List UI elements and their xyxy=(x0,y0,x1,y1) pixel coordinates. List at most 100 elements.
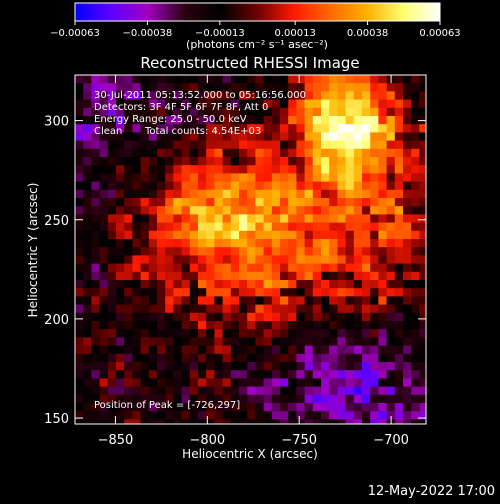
heatmap-cell xyxy=(345,247,355,256)
heatmap-cell xyxy=(419,83,426,92)
heatmap-cell xyxy=(345,370,355,379)
heatmap-cell xyxy=(304,247,314,256)
heatmap-cell xyxy=(419,394,426,404)
heatmap-cell xyxy=(189,411,199,420)
heatmap-cell xyxy=(230,230,240,240)
heatmap-cell xyxy=(337,411,347,420)
heatmap-cell xyxy=(148,345,158,355)
heatmap-cell xyxy=(132,337,142,347)
heatmap-cell xyxy=(345,255,355,265)
heatmap-cell xyxy=(411,386,420,396)
heatmap-cell xyxy=(132,116,142,125)
heatmap-cell xyxy=(206,329,215,338)
heatmap-cell xyxy=(214,403,224,412)
heatmap-cell xyxy=(99,345,109,355)
heatmap-cell xyxy=(173,378,183,388)
heatmap-cell xyxy=(239,296,248,306)
heatmap-cell xyxy=(378,222,388,232)
heatmap-cell xyxy=(394,337,404,347)
heatmap-cell xyxy=(107,411,117,420)
heatmap-cell xyxy=(370,198,379,207)
heatmap-cell xyxy=(288,403,297,412)
heatmap-cell xyxy=(198,296,207,306)
heatmap-cell xyxy=(75,107,84,117)
heatmap-cell xyxy=(91,321,101,330)
heatmap-cell xyxy=(321,91,330,101)
heatmap-cell xyxy=(288,362,297,371)
plot-frame xyxy=(74,74,427,425)
heatmap-cell xyxy=(116,173,125,183)
heatmap-cell xyxy=(157,419,166,424)
heatmap-cell xyxy=(353,181,363,191)
heatmap-cell xyxy=(312,345,322,355)
heatmap-cell xyxy=(173,370,183,379)
heatmap-cell xyxy=(362,173,371,183)
colorbar-tick-label: −0.00038 xyxy=(123,28,173,39)
heatmap-cell xyxy=(403,304,412,314)
heatmap-cell xyxy=(271,124,281,133)
heatmap-cell xyxy=(312,75,322,84)
heatmap-cell xyxy=(173,288,183,297)
heatmap-cell xyxy=(140,271,150,281)
heatmap-cell xyxy=(181,239,191,248)
heatmap-cell xyxy=(353,378,363,388)
heatmap-cell xyxy=(386,378,396,388)
heatmap-cell xyxy=(140,75,150,84)
heatmap-cell xyxy=(83,173,92,183)
heatmap-cell xyxy=(362,189,371,199)
heatmap-cell xyxy=(99,198,109,207)
heatmap-cell xyxy=(345,189,355,199)
heatmap-cell xyxy=(222,403,232,412)
heatmap-cell xyxy=(271,173,281,183)
heatmap-cell xyxy=(132,280,142,289)
heatmap-cell xyxy=(107,345,117,355)
heatmap-cell xyxy=(124,116,133,125)
heatmap-cell xyxy=(255,403,265,412)
heatmap-cell xyxy=(321,99,330,109)
heatmap-cell xyxy=(304,280,314,289)
heatmap-cell xyxy=(107,75,117,84)
heatmap-cell xyxy=(124,280,133,289)
heatmap-cell xyxy=(189,116,199,125)
heatmap-cell xyxy=(280,189,289,199)
heatmap-cell xyxy=(304,239,314,248)
heatmap-cell xyxy=(157,403,166,412)
heatmap-cell xyxy=(411,99,420,109)
heatmap-cell xyxy=(321,206,330,215)
heatmap-cell xyxy=(206,222,215,232)
heatmap-cell xyxy=(403,198,412,207)
heatmap-cell xyxy=(288,239,297,248)
heatmap-cell xyxy=(140,337,150,347)
heatmap-cell xyxy=(157,206,166,215)
heatmap-cell xyxy=(214,353,224,363)
heatmap-cell xyxy=(362,288,371,297)
heatmap-cell xyxy=(304,157,314,166)
heatmap-cell xyxy=(165,75,174,84)
heatmap-cell xyxy=(230,312,240,322)
heatmap-cell xyxy=(353,140,363,150)
heatmap-cell xyxy=(370,280,379,289)
heatmap-cell xyxy=(116,247,125,256)
heatmap-cell xyxy=(296,116,306,125)
heatmap-cell xyxy=(329,181,338,191)
heatmap-cell xyxy=(419,247,426,256)
heatmap-cell xyxy=(263,312,273,322)
heatmap-cell xyxy=(247,91,256,101)
heatmap-cell xyxy=(132,157,142,166)
heatmap-cell xyxy=(116,394,125,404)
heatmap-cell xyxy=(181,247,191,256)
heatmap-image xyxy=(75,75,426,424)
heatmap-cell xyxy=(239,288,248,297)
heatmap-cell xyxy=(157,378,166,388)
heatmap-cell xyxy=(91,288,101,297)
heatmap-cell xyxy=(214,230,224,240)
heatmap-cell xyxy=(132,239,142,248)
heatmap-cell xyxy=(345,411,355,420)
heatmap-cell xyxy=(345,403,355,412)
heatmap-cell xyxy=(173,189,183,199)
heatmap-cell xyxy=(394,394,404,404)
heatmap-cell xyxy=(386,148,396,158)
heatmap-cell xyxy=(132,206,142,215)
heatmap-cell xyxy=(107,353,117,363)
heatmap-cell xyxy=(230,370,240,379)
